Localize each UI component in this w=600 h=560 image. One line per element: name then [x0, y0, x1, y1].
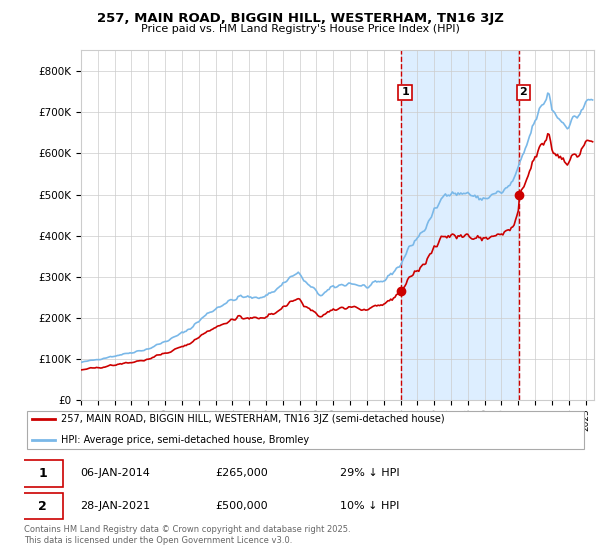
Text: 06-JAN-2014: 06-JAN-2014: [80, 468, 150, 478]
Text: 29% ↓ HPI: 29% ↓ HPI: [340, 468, 400, 478]
Text: £265,000: £265,000: [216, 468, 269, 478]
Text: HPI: Average price, semi-detached house, Bromley: HPI: Average price, semi-detached house,…: [61, 435, 309, 445]
Text: Price paid vs. HM Land Registry's House Price Index (HPI): Price paid vs. HM Land Registry's House …: [140, 24, 460, 34]
Text: 257, MAIN ROAD, BIGGIN HILL, WESTERHAM, TN16 3JZ (semi-detached house): 257, MAIN ROAD, BIGGIN HILL, WESTERHAM, …: [61, 414, 444, 424]
Text: Contains HM Land Registry data © Crown copyright and database right 2025.
This d: Contains HM Land Registry data © Crown c…: [24, 525, 350, 545]
Text: £500,000: £500,000: [216, 501, 268, 511]
FancyBboxPatch shape: [27, 411, 584, 449]
Text: 28-JAN-2021: 28-JAN-2021: [80, 501, 151, 511]
Text: 2: 2: [38, 500, 47, 512]
Text: 257, MAIN ROAD, BIGGIN HILL, WESTERHAM, TN16 3JZ: 257, MAIN ROAD, BIGGIN HILL, WESTERHAM, …: [97, 12, 503, 25]
Bar: [401, 50, 520, 400]
FancyBboxPatch shape: [21, 460, 64, 487]
Text: 1: 1: [401, 87, 409, 97]
Text: 1: 1: [38, 466, 47, 480]
Text: 2: 2: [520, 87, 527, 97]
Text: 10% ↓ HPI: 10% ↓ HPI: [340, 501, 399, 511]
FancyBboxPatch shape: [21, 493, 64, 520]
